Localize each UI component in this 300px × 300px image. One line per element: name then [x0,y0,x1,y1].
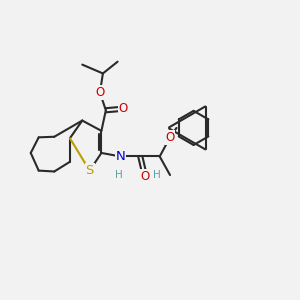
Text: N: N [116,150,125,163]
Text: O: O [118,102,128,115]
Text: O: O [95,86,105,99]
Text: O: O [140,170,150,183]
Text: H: H [115,170,123,180]
Text: O: O [165,131,175,144]
Text: H: H [154,170,161,180]
Text: S: S [85,164,94,177]
